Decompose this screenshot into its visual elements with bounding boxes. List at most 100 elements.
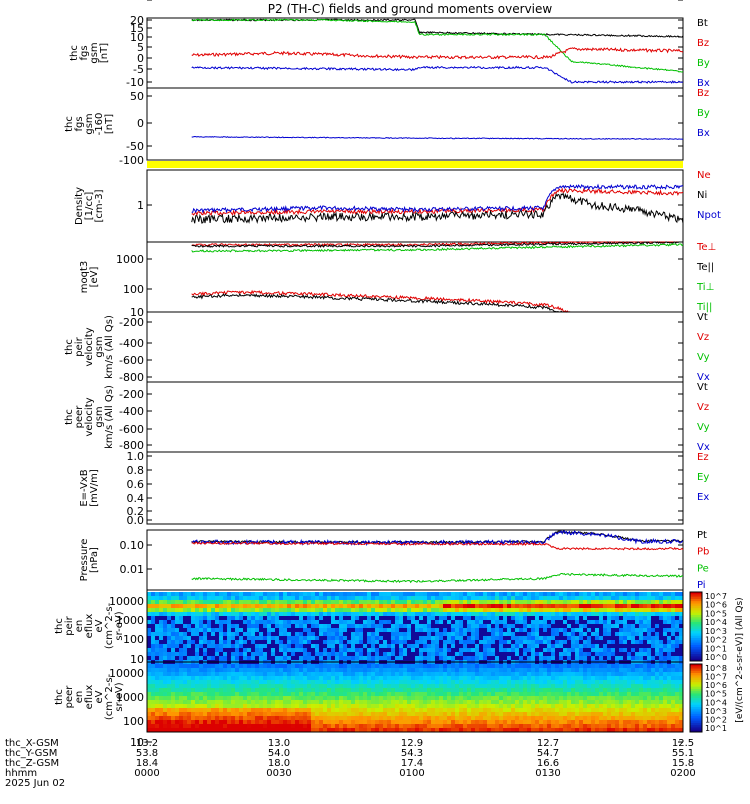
spectro-cell (511, 644, 515, 648)
spectro-cell (387, 696, 391, 700)
spectro-cell (315, 672, 319, 676)
spectro-cell (171, 688, 175, 692)
spectro-cell (619, 628, 623, 632)
spectro-cell (347, 620, 351, 624)
spectro-cell (171, 716, 175, 720)
spectro-cell (403, 600, 407, 604)
spectro-cell (339, 704, 343, 708)
spectro-cell (515, 720, 519, 724)
spectro-cell (151, 692, 155, 696)
spectro-cell (527, 608, 531, 612)
spectro-cell (247, 632, 251, 636)
spectro-cell (387, 612, 391, 616)
spectro-cell (371, 724, 375, 728)
spectro-cell (295, 684, 299, 688)
spectro-cell (359, 676, 363, 680)
spectro-cell (467, 672, 471, 676)
spectro-cell (227, 696, 231, 700)
spectro-cell (519, 692, 523, 696)
spectro-cell (359, 624, 363, 628)
spectro-cell (387, 700, 391, 704)
spectro-cell (479, 628, 483, 632)
spectro-cell (327, 688, 331, 692)
spectro-cell (215, 716, 219, 720)
spectro-cell (323, 728, 327, 732)
spectro-cell (423, 644, 427, 648)
spectro-cell (295, 608, 299, 612)
spectro-cell (607, 628, 611, 632)
spectro-cell (407, 720, 411, 724)
spectro-cell (387, 652, 391, 656)
spectro-cell (439, 640, 443, 644)
spectro-cell (543, 640, 547, 644)
spectro-cell (167, 720, 171, 724)
spectro-cell (243, 648, 247, 652)
spectro-cell (151, 664, 155, 668)
spectro-cell (647, 624, 651, 628)
spectro-cell (391, 616, 395, 620)
spectro-cell (515, 724, 519, 728)
spectro-cell (555, 636, 559, 640)
spectro-cell (175, 688, 179, 692)
spectro-cell (339, 604, 343, 608)
spectro-cell (187, 700, 191, 704)
spectro-cell (615, 608, 619, 612)
spectro-cell (499, 724, 503, 728)
spectro-cell (159, 712, 163, 716)
spectro-cell (531, 656, 535, 660)
spectro-cell (155, 620, 159, 624)
spectro-cell (327, 656, 331, 660)
spectro-cell (327, 616, 331, 620)
spectro-cell (599, 676, 603, 680)
spectro-cell (511, 680, 515, 684)
spectro-cell (631, 616, 635, 620)
spectro-cell (635, 596, 639, 600)
spectro-cell (367, 712, 371, 716)
spectro-cell (551, 604, 555, 608)
spectro-cell (367, 720, 371, 724)
spectro-cell (555, 724, 559, 728)
legend-entry: Ex (697, 492, 709, 503)
spectro-cell (523, 652, 527, 656)
spectro-cell (147, 724, 151, 728)
spectro-cell (451, 672, 455, 676)
spectro-cell (511, 712, 515, 716)
spectro-cell (275, 600, 279, 604)
spectro-cell (679, 592, 683, 596)
spectro-cell (331, 640, 335, 644)
spectro-cell (219, 684, 223, 688)
spectro-cell (627, 612, 631, 616)
spectro-cell (611, 684, 615, 688)
spectro-cell (351, 664, 355, 668)
spectro-cell (579, 668, 583, 672)
spectro-cell (211, 640, 215, 644)
spectro-cell (179, 676, 183, 680)
spectro-cell (183, 624, 187, 628)
spectro-cell (299, 728, 303, 732)
spectro-cell (355, 592, 359, 596)
spectro-cell (467, 632, 471, 636)
spectro-cell (411, 608, 415, 612)
spectro-cell (651, 620, 655, 624)
spectro-cell (363, 724, 367, 728)
spectro-cell (399, 688, 403, 692)
spectro-cell (479, 652, 483, 656)
spectro-cell (603, 704, 607, 708)
spectro-cell (403, 696, 407, 700)
spectro-cell (279, 620, 283, 624)
spectro-cell (439, 656, 443, 660)
spectro-cell (199, 684, 203, 688)
spectro-cell (339, 676, 343, 680)
spectro-cell (203, 672, 207, 676)
spectro-cell (627, 716, 631, 720)
spectro-cell (283, 684, 287, 688)
spectro-cell (323, 632, 327, 636)
spectro-cell (179, 684, 183, 688)
spectro-cell (595, 692, 599, 696)
spectro-cell (195, 640, 199, 644)
spectro-cell (551, 608, 555, 612)
spectro-cell (519, 708, 523, 712)
spectro-cell (279, 716, 283, 720)
spectro-cell (391, 696, 395, 700)
spectro-cell (147, 632, 151, 636)
